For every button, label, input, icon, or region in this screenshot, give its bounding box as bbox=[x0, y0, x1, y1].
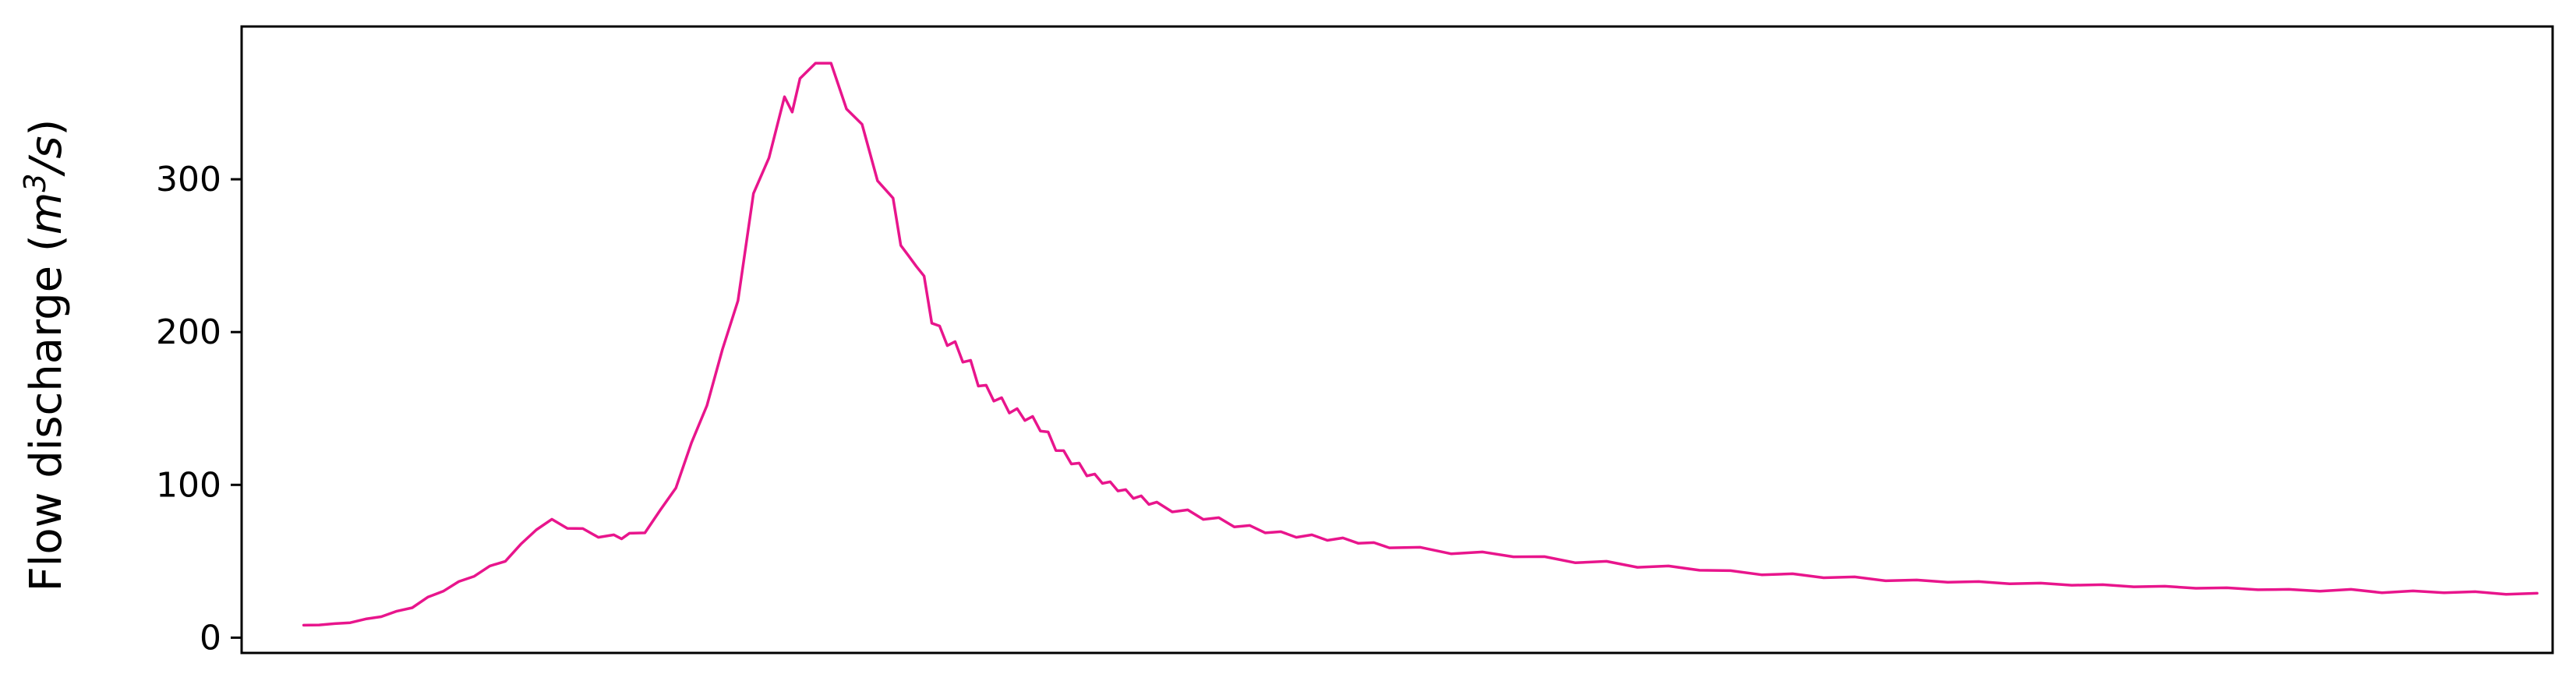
y-axis-label-prefix: Flow discharge ( bbox=[21, 235, 72, 591]
y-axis-label-unit-sup: 3 bbox=[18, 173, 52, 192]
plot-area bbox=[302, 62, 2539, 627]
y-axis-label-unit-base: m bbox=[21, 192, 72, 235]
y-axis-label-unit-rest: /s bbox=[21, 136, 72, 177]
y-axis: 0 100 200 300 bbox=[156, 160, 242, 658]
y-tick-label: 200 bbox=[156, 312, 221, 352]
y-axis-label: Flow discharge (m3/s) bbox=[18, 119, 72, 592]
flow-discharge-line bbox=[302, 62, 2539, 627]
y-axis-label-suffix: ) bbox=[21, 119, 72, 136]
plot-frame bbox=[240, 25, 2554, 654]
y-tick-label: 0 bbox=[200, 618, 221, 658]
y-tick-label: 100 bbox=[156, 465, 221, 505]
y-tick-label: 300 bbox=[156, 160, 221, 199]
